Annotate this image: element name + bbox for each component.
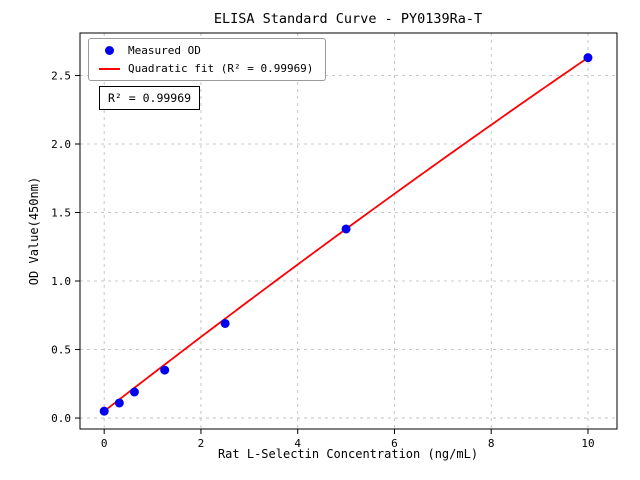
quadratic-fit-line [103,56,589,412]
data-point [114,398,124,408]
legend-item-measured-od: Measured OD [99,45,313,56]
y-tick-label: 1.5 [51,207,71,220]
legend-label-measured-od: Measured OD [128,44,201,57]
y-tick-label: 0.0 [51,412,71,425]
data-point [583,53,593,63]
y-tick-label: 2.5 [51,69,71,82]
data-point [99,406,109,416]
y-tick-label: 1.0 [51,275,71,288]
legend-label-quadratic-fit: Quadratic fit (R² = 0.99969) [128,62,314,75]
y-tick-label: 0.5 [51,344,71,357]
plot-frame [79,32,618,430]
y-tick-label: 2.0 [51,138,71,151]
line-marker-icon [99,67,120,70]
data-point [129,387,139,397]
scatter-marker-icon [105,46,114,55]
chart-title: ELISA Standard Curve - PY0139Ra-T [214,11,482,27]
legend-item-quadratic-fit: Quadratic fit (R² = 0.99969) [99,63,313,74]
x-axis-label: Rat L-Selectin Concentration (ng/mL) [218,447,478,461]
data-point [341,224,351,234]
x-tick-label: 8 [488,437,495,450]
data-point [220,318,230,328]
y-axis-label: OD Value(450nm) [27,177,41,285]
legend: Measured OD Quadratic fit (R² = 0.99969) [88,38,327,81]
r-squared-annotation: R² = 0.99969 [99,86,201,110]
x-tick-label: 4 [294,437,301,450]
x-tick-label: 6 [391,437,398,450]
x-tick-label: 2 [198,437,205,450]
x-tick-label: 10 [581,437,594,450]
x-tick-label: 0 [101,437,108,450]
data-point [160,365,170,375]
